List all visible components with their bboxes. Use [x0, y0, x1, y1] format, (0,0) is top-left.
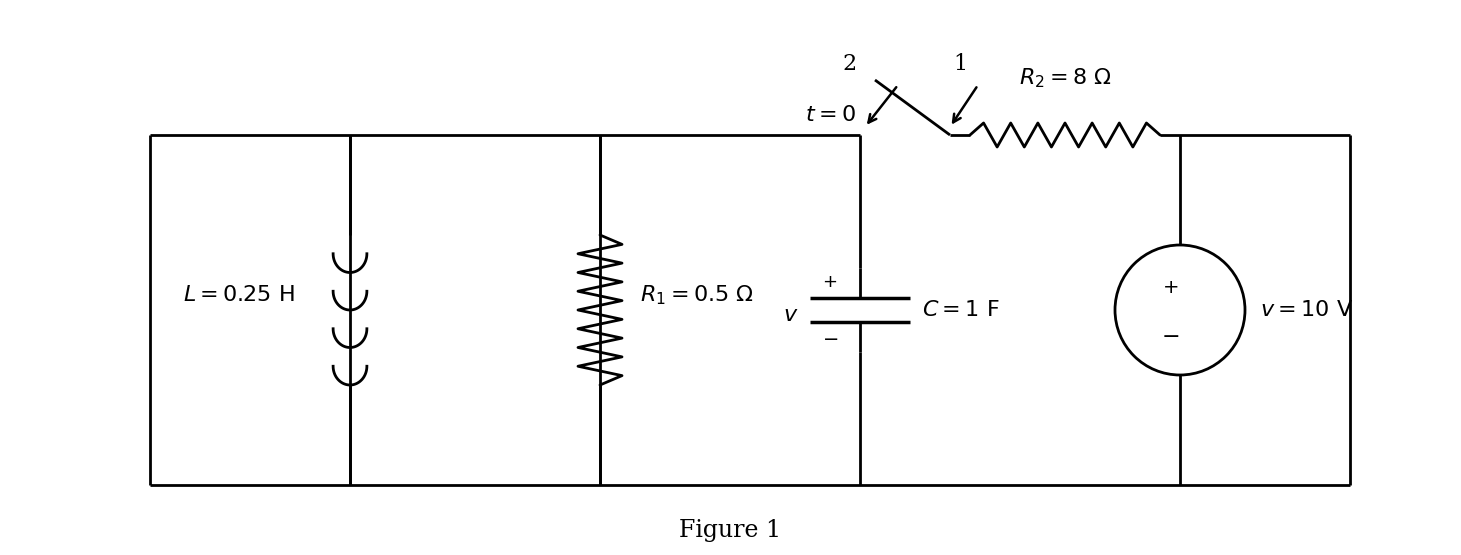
Text: $R_1 = 0.5\ \Omega$: $R_1 = 0.5\ \Omega$: [640, 283, 754, 307]
Text: $R_2 = 8\ \Omega$: $R_2 = 8\ \Omega$: [1018, 67, 1112, 90]
Text: $t = 0$: $t = 0$: [805, 104, 856, 126]
Text: Figure 1: Figure 1: [679, 518, 782, 542]
Text: $-$: $-$: [823, 329, 839, 347]
Text: $v = 10\ \mathrm{V}$: $v = 10\ \mathrm{V}$: [1259, 299, 1353, 321]
Text: $-$: $-$: [1161, 324, 1179, 346]
Text: $C = 1\ \mathrm{F}$: $C = 1\ \mathrm{F}$: [922, 299, 999, 321]
Text: $v$: $v$: [783, 304, 798, 326]
Text: 1: 1: [953, 53, 967, 75]
Text: $+$: $+$: [823, 273, 837, 291]
Text: $L = 0.25\ \mathrm{H}$: $L = 0.25\ \mathrm{H}$: [183, 284, 295, 306]
Text: $+$: $+$: [1161, 279, 1178, 297]
Text: 2: 2: [843, 53, 858, 75]
